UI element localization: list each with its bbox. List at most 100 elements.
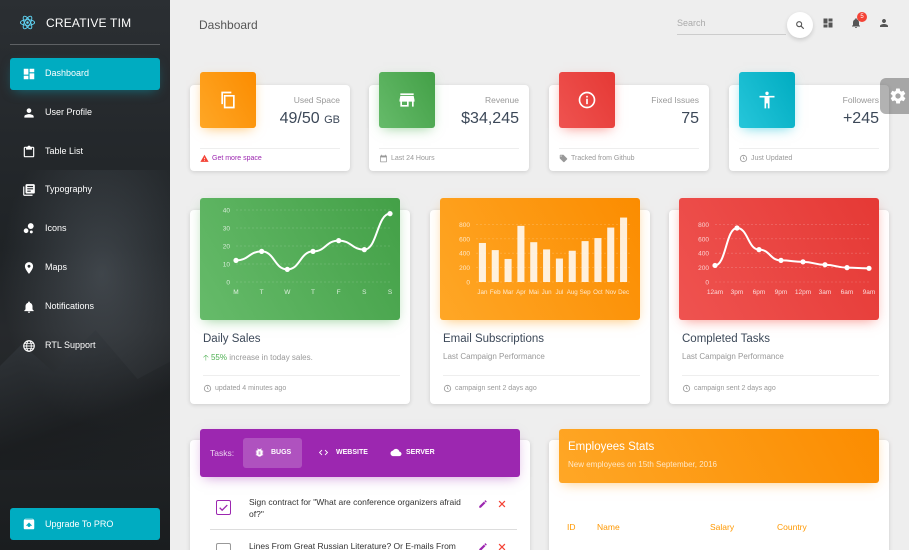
search-input[interactable] — [677, 13, 786, 33]
sidebar-item-maps[interactable]: Maps — [10, 252, 160, 284]
sidebar-item-typography[interactable]: Typography — [10, 174, 160, 206]
column-header-name[interactable]: Name — [597, 522, 620, 532]
divider — [210, 529, 517, 530]
clock-icon — [443, 384, 452, 393]
chart-footer: updated 4 minutes ago — [203, 384, 286, 393]
y-tick-label: 200 — [698, 265, 709, 272]
completed-tasks-chart: 800 600 400 200 0 12am 3pm 6pm 9pm 12pm 3am 6am 9am — [698, 222, 876, 296]
column-header-id[interactable]: ID — [567, 522, 576, 532]
dashboard-icon — [23, 68, 35, 80]
employees-header: Employees Stats New employees on 15th Se… — [559, 429, 879, 483]
chart-card-completed-tasks: 800 600 400 200 0 12am 3pm 6pm 9pm 12pm 3am 6am 9am … — [669, 198, 889, 404]
tab-website[interactable]: WEBSITE — [314, 438, 374, 468]
clipboard-icon — [23, 145, 35, 157]
stat-value: 49/50 GB — [280, 110, 340, 128]
tab-bugs[interactable]: BUGS — [243, 438, 302, 468]
brand[interactable]: CREATIVE TIM — [0, 0, 170, 45]
sidebar-item-table-list[interactable]: Table List — [10, 136, 160, 168]
employees-card: Employees Stats New employees on 15th Se… — [549, 429, 889, 550]
cloud-icon — [390, 448, 402, 457]
sidebar-item-label: User Profile — [45, 106, 93, 117]
bar — [581, 241, 589, 282]
notification-badge: 5 — [857, 12, 867, 22]
stat-value: 75 — [681, 110, 699, 127]
y-tick-label: 600 — [698, 236, 709, 243]
close-icon[interactable] — [497, 542, 507, 550]
x-tick-label: Dec — [618, 289, 629, 296]
tab-label: SERVER — [406, 449, 435, 456]
edit-icon[interactable] — [478, 499, 488, 509]
x-tick-label: 9pm — [775, 289, 788, 296]
series-line — [714, 226, 870, 270]
chart-subtitle: Last Campaign Performance — [443, 352, 545, 361]
person-icon[interactable] — [878, 17, 890, 29]
stat-footer[interactable]: Get more space — [200, 154, 262, 163]
update-icon — [739, 154, 748, 163]
close-icon[interactable] — [497, 499, 507, 509]
bar — [530, 242, 538, 282]
sidebar-item-icons[interactable]: Icons — [10, 213, 160, 245]
y-tick-label: 800 — [459, 222, 470, 229]
y-tick-label: 800 — [698, 222, 709, 229]
brand-name: CREATIVE TIM — [46, 16, 132, 30]
y-tick-label: 20 — [223, 244, 231, 251]
edit-icon[interactable] — [478, 542, 488, 550]
upgrade-label: Upgrade To PRO — [45, 519, 114, 529]
chart-title: Completed Tasks — [682, 333, 770, 345]
sidebar-item-dashboard[interactable]: Dashboard — [10, 58, 160, 90]
get-more-space-link[interactable]: Get more space — [212, 155, 262, 162]
sidebar-item-rtl-support[interactable]: RTL Support — [10, 330, 160, 362]
chart-footer: campaign sent 2 days ago — [443, 384, 537, 393]
sidebar-item-user-profile[interactable]: User Profile — [10, 97, 160, 129]
search-button[interactable] — [787, 12, 813, 38]
page-title: Dashboard — [199, 18, 258, 32]
dashboard-icon[interactable] — [822, 17, 834, 29]
sidebar-item-notifications[interactable]: Notifications — [10, 291, 160, 323]
x-tick-label: 12am — [707, 289, 723, 296]
sidebar-item-label: Notifications — [45, 300, 95, 311]
check-icon — [219, 504, 228, 512]
y-tick-label: 200 — [459, 265, 470, 272]
tab-server[interactable]: SERVER — [386, 438, 441, 468]
task-checkbox[interactable] — [216, 500, 231, 515]
bubble-chart-icon — [23, 223, 34, 234]
upgrade-to-pro-button[interactable]: Upgrade To PRO — [10, 508, 160, 540]
gear-icon — [890, 88, 906, 104]
sidebar-item-label: Table List — [45, 145, 84, 156]
stat-footer: Tracked from Github — [559, 154, 635, 163]
sidebar-nav: Dashboard User Profile Table List Typogr… — [0, 58, 170, 368]
y-tick-label: 0 — [226, 280, 230, 287]
employees-title: Employees Stats — [568, 441, 655, 453]
y-tick-label: 40 — [223, 208, 231, 215]
divider — [682, 375, 879, 376]
x-tick-label: S — [362, 289, 367, 296]
stat-icon-box — [379, 72, 435, 128]
bell-icon — [24, 301, 34, 313]
sidebar: CREATIVE TIM Dashboard User Profile Tabl… — [0, 0, 170, 550]
data-point — [800, 259, 806, 265]
warning-icon — [200, 154, 209, 162]
data-point — [756, 247, 762, 253]
settings-toggle-button[interactable] — [880, 78, 909, 114]
task-checkbox[interactable] — [216, 543, 231, 550]
column-header-salary[interactable]: Salary — [710, 522, 735, 532]
react-logo-icon — [19, 15, 36, 30]
calendar-icon — [380, 154, 387, 163]
info-outline-icon — [578, 91, 596, 109]
tasks-header: Tasks: BUGS WEBSITE SERVER — [200, 429, 520, 477]
x-tick-label: Jan — [477, 289, 488, 296]
data-point — [361, 247, 367, 253]
x-tick-label: Mai — [529, 289, 539, 296]
chart-title: Daily Sales — [203, 333, 261, 345]
clock-icon — [203, 384, 212, 393]
chart-subtitle: 🡡 55% increase in today sales. — [203, 352, 313, 366]
tab-label: BUGS — [271, 449, 292, 456]
unarchive-icon — [23, 518, 35, 530]
sidebar-item-label: Typography — [45, 184, 93, 195]
stat-card-used-space: Used Space 49/50 GB Get more space — [190, 72, 350, 171]
chart-header: 800 600 400 200 0 12am 3pm 6pm 9pm 12pm 3am 6am 9am — [679, 198, 879, 320]
column-header-country[interactable]: Country — [777, 522, 807, 532]
code-icon — [318, 449, 329, 456]
x-tick-label: 9am — [863, 289, 876, 296]
data-point — [712, 262, 718, 269]
